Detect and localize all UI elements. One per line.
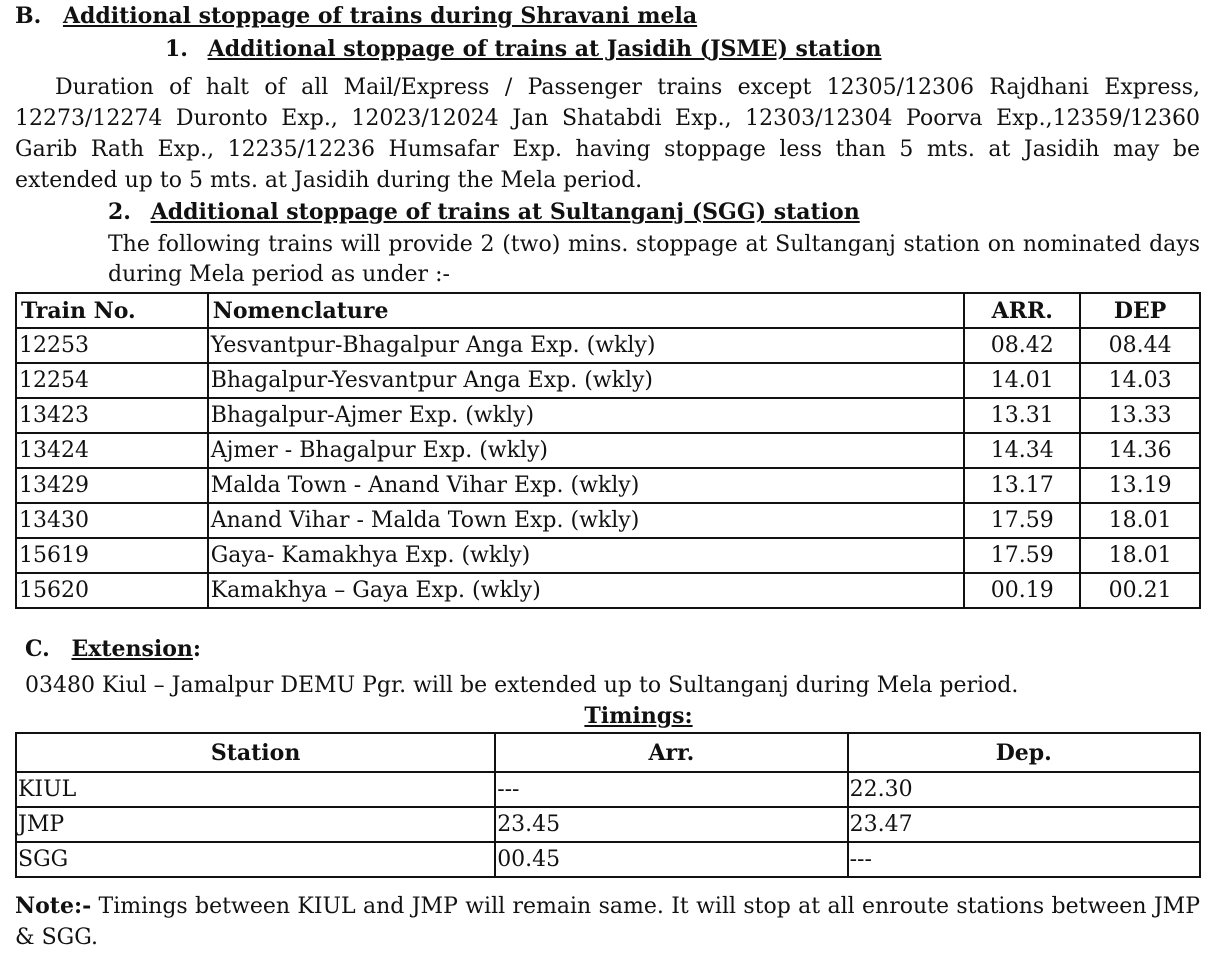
train-no-cell: 12253 [15, 327, 209, 364]
colon: : [192, 636, 202, 662]
train-no-cell: 15619 [15, 537, 209, 574]
dep-cell: 14.36 [1079, 432, 1201, 469]
station-cell: JMP [14, 806, 497, 843]
dep-cell: 13.33 [1079, 397, 1201, 434]
note: Note:- Timings between KIUL and JMP will… [15, 891, 1200, 953]
nomenclature-cell: Kamakhya – Gaya Exp. (wkly) [206, 572, 966, 609]
header-dep: DEP [1079, 292, 1201, 329]
arr-cell: 08.42 [963, 327, 1082, 364]
table-row: 13430 Anand Vihar - Malda Town Exp. (wkly… [15, 502, 1201, 539]
train-no-cell: 13423 [15, 397, 209, 434]
section-title: Extension [71, 636, 193, 662]
station-cell: SGG [14, 841, 497, 878]
section-label: B. [15, 3, 42, 29]
arr-cell: 00.45 [494, 841, 849, 878]
arr-cell: --- [494, 771, 849, 808]
table-row: KIUL --- 22.30 [14, 771, 1202, 808]
dep-cell: --- [846, 841, 1202, 878]
item-title: Additional stoppage of trains at Jasidih… [207, 36, 882, 62]
item-number: 1. [165, 36, 188, 62]
section-label: C. [25, 636, 50, 662]
section-title: Additional stoppage of trains during Shr… [62, 3, 698, 29]
table-header-row: Train No. Nomenclature ARR. DEP [15, 292, 1201, 329]
note-text: Timings between KIUL and JMP will remain… [15, 894, 1200, 950]
train-no-cell: 13429 [15, 467, 209, 504]
arr-cell: 13.31 [963, 397, 1082, 434]
item1-heading: 1. Additional stoppage of trains at Jasi… [165, 36, 882, 62]
header-arr: ARR. [963, 292, 1082, 329]
sultanganj-stoppage-table: Train No. Nomenclature ARR. DEP 12253 Yes… [15, 292, 1201, 609]
item2-heading: 2. Additional stoppage of trains at Sult… [108, 199, 860, 225]
table-row: 12253 Yesvantpur-Bhagalpur Anga Exp. (wkl… [15, 327, 1201, 364]
dep-cell: 18.01 [1079, 537, 1201, 574]
nomenclature-cell: Malda Town - Anand Vihar Exp. (wkly) [206, 467, 966, 504]
nomenclature-cell: Yesvantpur-Bhagalpur Anga Exp. (wkly) [206, 327, 966, 364]
arr-cell: 17.59 [963, 537, 1082, 574]
train-no-cell: 13430 [15, 502, 209, 539]
arr-cell: 14.34 [963, 432, 1082, 469]
header-train-no: Train No. [15, 292, 209, 329]
nomenclature-cell: Bhagalpur-Yesvantpur Anga Exp. (wkly) [206, 362, 966, 399]
note-label: Note:- [15, 893, 92, 919]
timings-title: Timings: [584, 703, 693, 729]
arr-cell: 17.59 [963, 502, 1082, 539]
section-c-heading: C. Extension: [25, 636, 201, 662]
nomenclature-cell: Ajmer - Bhagalpur Exp. (wkly) [206, 432, 966, 469]
section-b-heading: B. Additional stoppage of trains during … [15, 3, 697, 29]
header-station: Station [14, 732, 497, 773]
header-dep: Dep. [846, 732, 1202, 773]
table-row: 13424 Ajmer - Bhagalpur Exp. (wkly) 14.34 1… [15, 432, 1201, 469]
item1-paragraph: Duration of halt of all Mail/Express / P… [15, 75, 1200, 193]
arr-cell: 00.19 [963, 572, 1082, 609]
nomenclature-cell: Anand Vihar - Malda Town Exp. (wkly) [206, 502, 966, 539]
table-row: 15620 Kamakhya – Gaya Exp. (wkly) 00.19 00.… [15, 572, 1201, 609]
table-row: JMP 23.45 23.47 [14, 806, 1202, 843]
nomenclature-cell: Gaya- Kamakhya Exp. (wkly) [206, 537, 966, 574]
train-no-cell: 15620 [15, 572, 209, 609]
item2-paragraph: The following trains will provide 2 (two… [108, 232, 1200, 287]
dep-cell: 22.30 [846, 771, 1202, 808]
station-cell: KIUL [14, 771, 497, 808]
table-row: 13429 Malda Town - Anand Vihar Exp. (wkly… [15, 467, 1201, 504]
table-row: 12254 Bhagalpur-Yesvantpur Anga Exp. (wkl… [15, 362, 1201, 399]
nomenclature-cell: Bhagalpur-Ajmer Exp. (wkly) [206, 397, 966, 434]
arr-cell: 13.17 [963, 467, 1082, 504]
dep-cell: 23.47 [846, 806, 1202, 843]
table-row: SGG 00.45 --- [14, 841, 1202, 878]
arr-cell: 23.45 [494, 806, 849, 843]
dep-cell: 14.03 [1079, 362, 1201, 399]
dep-cell: 18.01 [1079, 502, 1201, 539]
timings-table: Station Arr. Dep. KIUL --- 22.30 JMP 23.45 23… [14, 732, 1202, 878]
table-row: 13423 Bhagalpur-Ajmer Exp. (wkly) 13.31 13.… [15, 397, 1201, 434]
header-nomenclature: Nomenclature [206, 292, 966, 329]
item-title: Additional stoppage of trains at Sultang… [150, 199, 860, 225]
extension-text: 03480 Kiul – Jamalpur DEMU Pgr. will be … [25, 673, 1019, 698]
dep-cell: 08.44 [1079, 327, 1201, 364]
dep-cell: 00.21 [1079, 572, 1201, 609]
header-arr: Arr. [494, 732, 849, 773]
train-no-cell: 13424 [15, 432, 209, 469]
item-number: 2. [108, 199, 131, 225]
dep-cell: 13.19 [1079, 467, 1201, 504]
table-row: 15619 Gaya- Kamakhya Exp. (wkly) 17.59 18.0… [15, 537, 1201, 574]
arr-cell: 14.01 [963, 362, 1082, 399]
table-header-row: Station Arr. Dep. [14, 732, 1202, 773]
train-no-cell: 12254 [15, 362, 209, 399]
